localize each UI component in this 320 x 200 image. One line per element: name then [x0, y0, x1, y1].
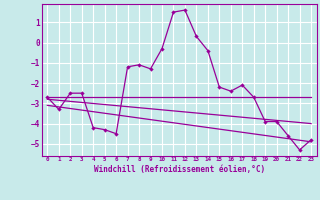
X-axis label: Windchill (Refroidissement éolien,°C): Windchill (Refroidissement éolien,°C)	[94, 165, 265, 174]
